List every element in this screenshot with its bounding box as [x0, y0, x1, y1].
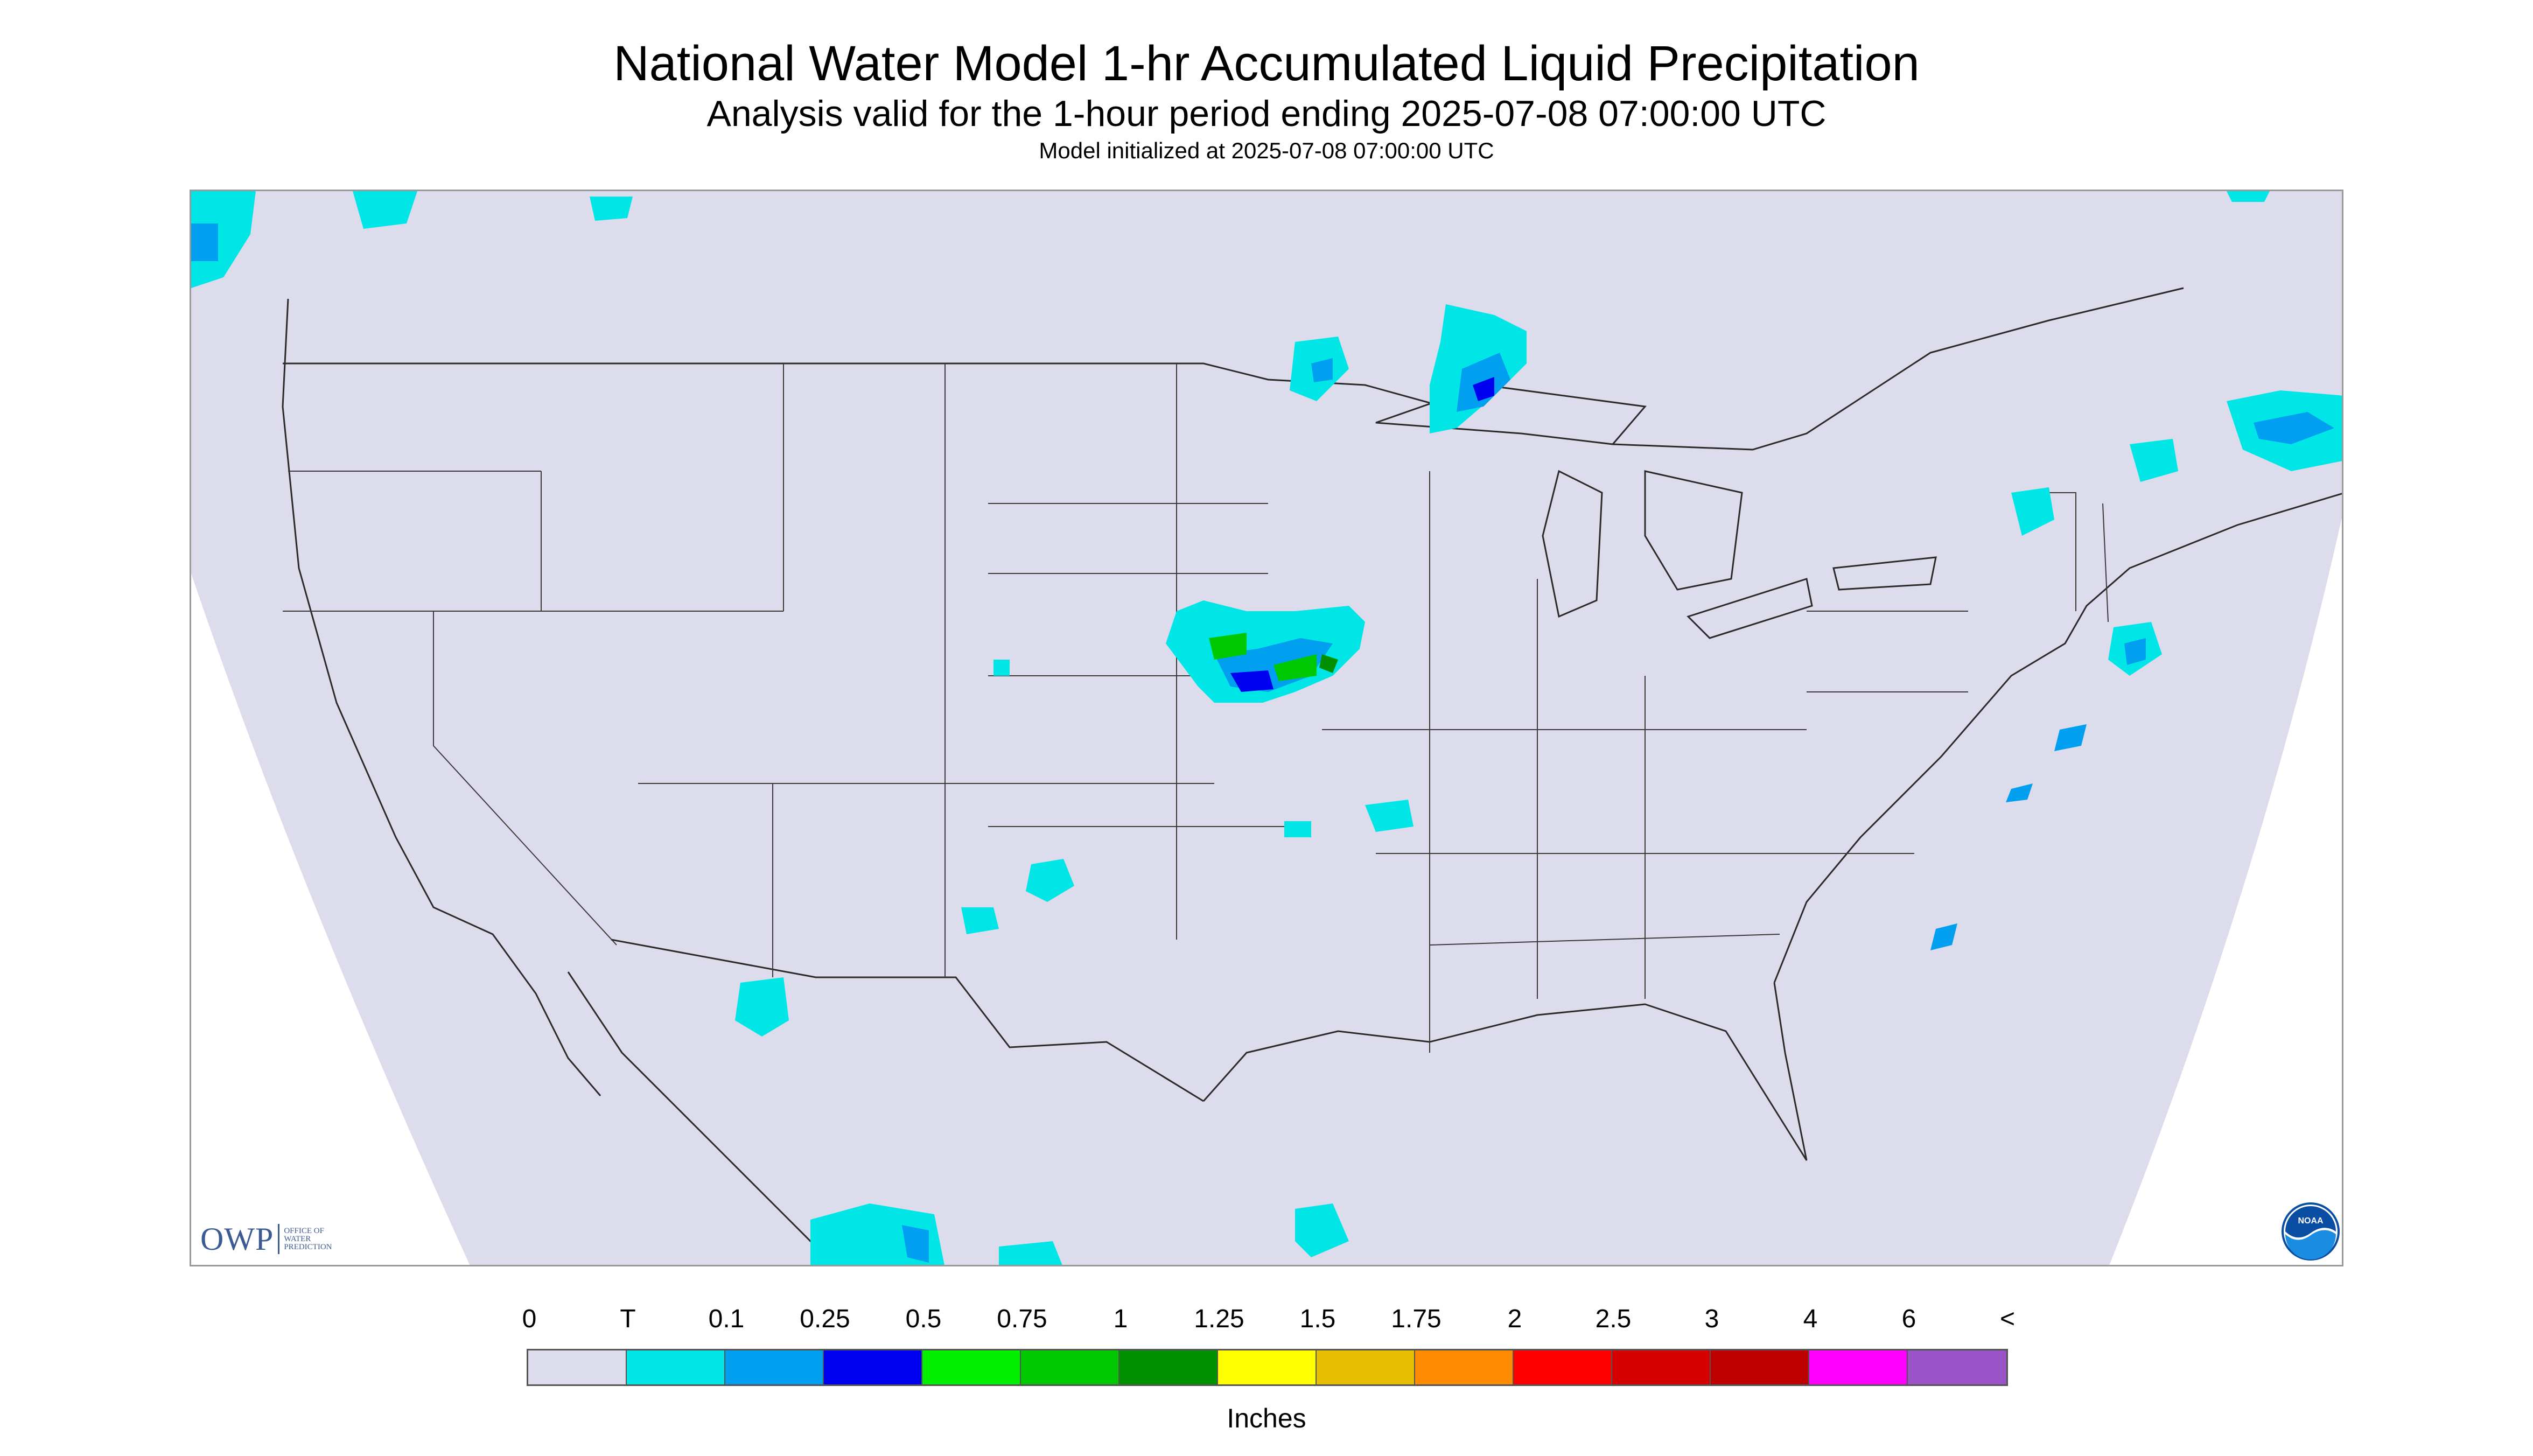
lake-erie [1687, 578, 1813, 639]
precip-cluster-atlantic [1930, 622, 2162, 950]
legend-label: 0.75 [997, 1305, 1047, 1333]
legend-bin-12 [1711, 1350, 1809, 1384]
legend-label: 4 [1803, 1305, 1818, 1333]
legend-label: 0.5 [905, 1305, 942, 1333]
lake-ontario [1832, 556, 1937, 591]
legend-label: < [1999, 1305, 2016, 1333]
legend-label: 6 [1901, 1305, 1916, 1333]
mexico-border [611, 939, 1204, 1102]
model-init-line: Model initialized at 2025-07-08 07:00:00… [1039, 138, 1494, 163]
precip-cluster-mexico [810, 1203, 1349, 1265]
owp-logo-line1: OFFICE OF [284, 1226, 324, 1235]
model-domain [191, 191, 2342, 1265]
legend-label: 1.25 [1194, 1305, 1244, 1333]
mexico-coast [567, 971, 836, 1265]
legend-bin-0 [528, 1350, 627, 1384]
legend-bin-14 [1908, 1350, 2006, 1384]
legend-bin-13 [1809, 1350, 1908, 1384]
legend-label: 1.75 [1391, 1305, 1442, 1333]
legend-bin-8 [1317, 1350, 1415, 1384]
legend-colorbar [527, 1349, 2008, 1386]
map-subtitle: Analysis valid for the 1-hour period end… [706, 93, 1827, 134]
precip-cluster-southwest [735, 660, 1414, 1037]
precip-areas [191, 191, 2342, 1265]
precipitation-map [190, 190, 2343, 1266]
legend-units: Inches [1227, 1403, 1306, 1433]
legend-bin-5 [1021, 1350, 1119, 1384]
owp-logo-letters: OWP [200, 1221, 274, 1257]
legend-label: 2.5 [1595, 1305, 1632, 1333]
legend-bin-2 [725, 1350, 824, 1384]
lake-michigan [1542, 470, 1603, 618]
owp-logo-subtitle: OFFICE OF WATER PREDICTION [284, 1227, 332, 1251]
legend-label: 0.1 [708, 1305, 745, 1333]
legend-bin-7 [1218, 1350, 1317, 1384]
map-title: National Water Model 1-hr Accumulated Li… [613, 36, 1920, 91]
owp-logo-divider [278, 1224, 280, 1254]
legend-bin-4 [922, 1350, 1021, 1384]
legend-bin-11 [1612, 1350, 1711, 1384]
legend-bin-6 [1119, 1350, 1218, 1384]
legend-label: 0 [522, 1305, 537, 1333]
legend-bin-9 [1415, 1350, 1514, 1384]
legend-label: 0.25 [800, 1305, 850, 1333]
legend-bin-10 [1514, 1350, 1612, 1384]
east-coast [1773, 493, 2342, 983]
west-coast [282, 298, 601, 1096]
lake-huron [1644, 470, 1743, 591]
precip-cluster-superior [1290, 304, 1527, 433]
noaa-logo-text: NOAA [2298, 1216, 2324, 1226]
precip-cluster-northwest [191, 191, 2270, 288]
owp-logo: OWP OFFICE OF WATER PREDICTION [200, 1220, 332, 1258]
owp-logo-line3: PREDICTION [284, 1242, 332, 1251]
precip-cluster-plains [1166, 600, 1365, 703]
legend-bin-1 [627, 1350, 725, 1384]
precip-cluster-northeast [2011, 390, 2342, 536]
noaa-logo: NOAA [2282, 1202, 2340, 1261]
legend-label: 2 [1507, 1305, 1522, 1333]
map-canvas [191, 191, 2342, 1265]
legend-bin-3 [824, 1350, 922, 1384]
legend-label: 3 [1704, 1305, 1719, 1333]
coastlines-borders [282, 287, 2342, 1265]
gulf-coast [1202, 982, 1808, 1161]
legend-label: 1 [1113, 1305, 1128, 1333]
legend-label: 1.5 [1299, 1305, 1336, 1333]
legend-label: T [620, 1305, 636, 1333]
owp-logo-line2: WATER [284, 1234, 311, 1243]
